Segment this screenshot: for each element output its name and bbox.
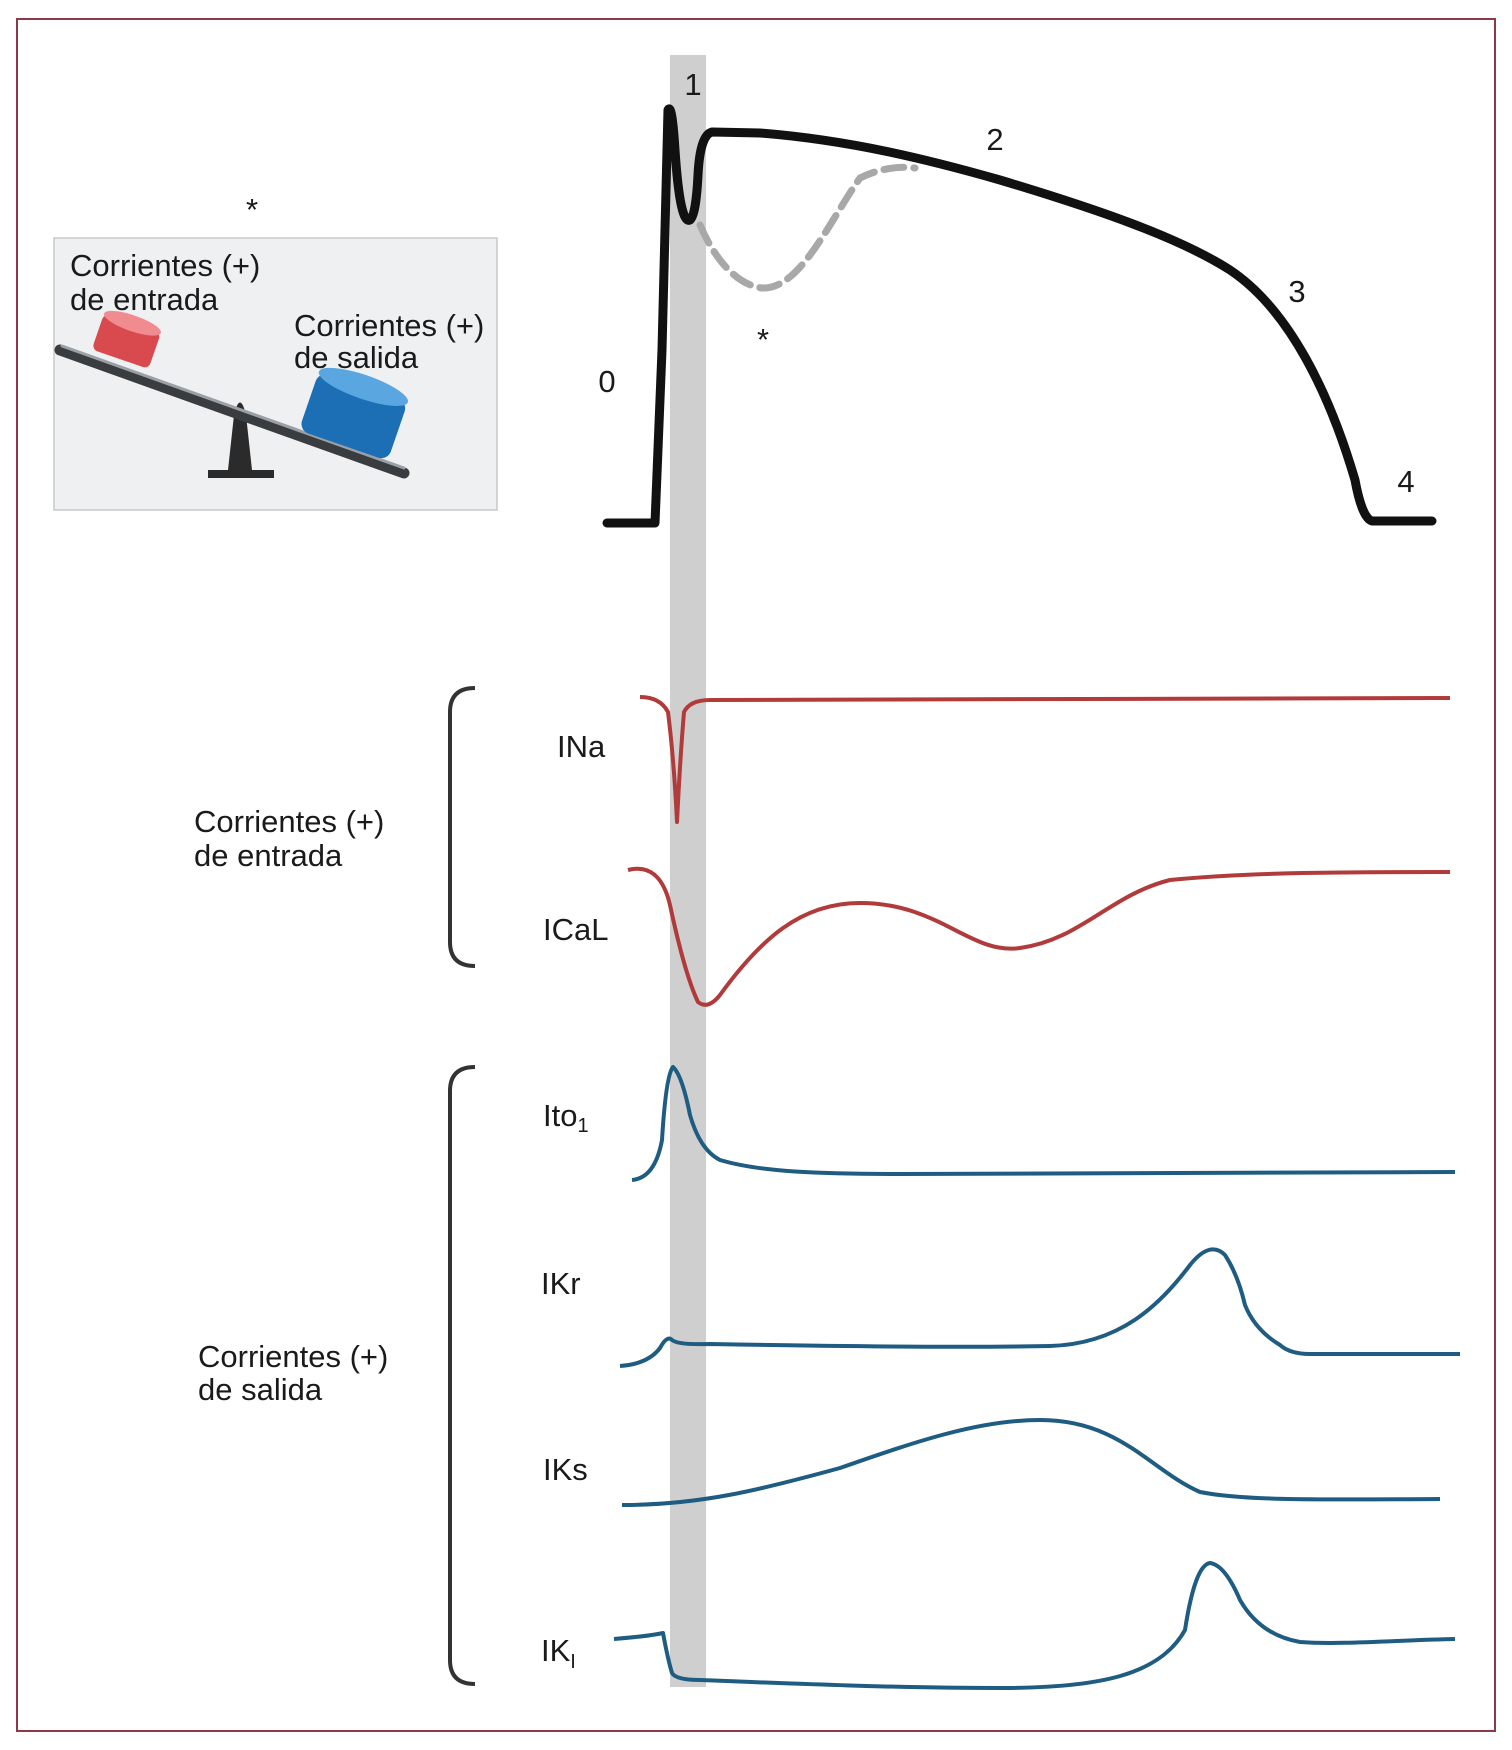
ito1-label-sub: 1 [577, 1115, 588, 1137]
seesaw-plank-highlight [60, 344, 406, 470]
inset-outward-label-line1: Corrientes (+) [294, 308, 484, 343]
inset-inward-label-line2: de entrada [70, 282, 219, 317]
action-potential: 0 1 2 3 4 * [598, 67, 1437, 528]
ikr-label: IKr [541, 1266, 581, 1301]
ical-label: ICaL [543, 912, 608, 947]
inset-asterisk: * [246, 192, 258, 227]
outward-bracket [448, 1065, 476, 1686]
iks-trace [621, 1418, 1441, 1507]
inward-group-label-line1: Corrientes (+) [194, 804, 384, 839]
seesaw-plank [54, 344, 410, 479]
inward-bracket [448, 686, 476, 968]
action-potential-trace [602, 104, 1437, 528]
phase-1-band [670, 55, 706, 1687]
seesaw-inset: * Corrientes (+) de entrada Corrientes (… [53, 192, 498, 511]
ik1-label-sub: I [570, 1651, 576, 1673]
seesaw-base [208, 470, 274, 478]
ik1-trace [613, 1561, 1456, 1690]
outward-weight [301, 367, 409, 459]
figure-frame [16, 18, 1496, 1732]
inward-weight [93, 310, 161, 368]
ito1-trace [631, 1065, 1456, 1182]
inset-inward-label-line1: Corrientes (+) [70, 248, 260, 283]
inward-group-label-line2: de entrada [194, 838, 343, 873]
ik1-label: IKI [541, 1633, 576, 1673]
outward-group-label-line2: de salida [198, 1372, 323, 1407]
ikr-trace [619, 1247, 1460, 1368]
inset-outward-label-line2: de salida [294, 340, 419, 375]
ik1-label-base: IK [541, 1633, 571, 1668]
phase-0-label: 0 [598, 364, 615, 399]
ito1-label: Ito1 [543, 1098, 589, 1137]
ito1-label-base: Ito [543, 1098, 577, 1133]
ina-label: INa [557, 729, 606, 764]
reduced-ito-dashed-trace [696, 163, 919, 292]
phase-1-label: 1 [684, 67, 701, 102]
phase-3-label: 3 [1288, 274, 1305, 309]
phase-4-label: 4 [1397, 464, 1414, 499]
ina-trace [639, 695, 1451, 824]
ical-trace [627, 866, 1451, 1007]
iks-label: IKs [543, 1452, 588, 1487]
phase-2-label: 2 [986, 122, 1003, 157]
outward-group-label-line1: Corrientes (+) [198, 1339, 388, 1374]
dashed-trace-asterisk: * [757, 322, 769, 357]
